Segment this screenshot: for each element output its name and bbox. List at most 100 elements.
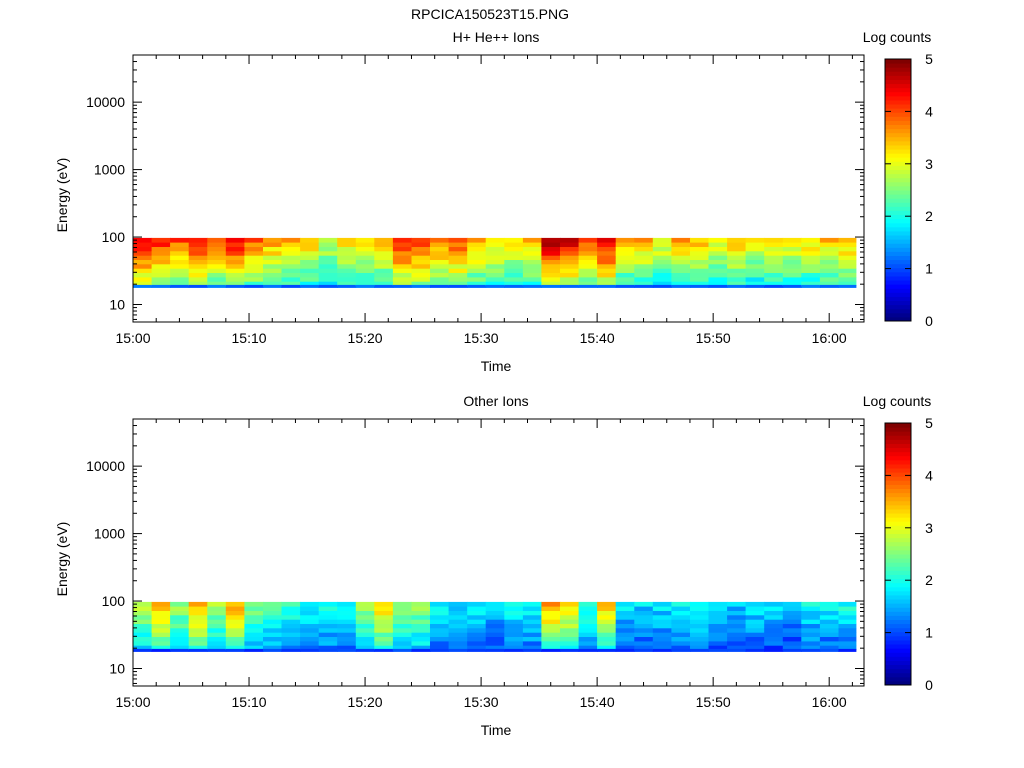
colorbar-segment [885,660,911,666]
colorbar-segment [885,149,911,154]
spectrogram-cell [170,284,190,288]
spectrogram-cell [690,237,710,243]
spectrogram-cell [690,284,710,288]
spectrogram-cell [578,615,598,620]
spectrogram-cell [392,632,412,637]
spectrogram-cell [578,272,598,278]
spectrogram-cell [225,628,245,633]
spectrogram-cell [225,242,245,247]
spectrogram-cell [374,628,394,633]
spectrogram-cell [541,648,561,652]
spectrogram-cell [392,246,412,252]
spectrogram-cell [225,623,245,629]
spectrogram-cell [355,623,375,629]
spectrogram-cell [690,272,710,278]
spectrogram-cell [745,606,765,611]
colorbar-segment [885,603,911,608]
spectrogram-cell [690,281,710,286]
spectrogram-cell [597,648,617,652]
spectrogram-cell [801,641,821,646]
spectrogram-cell [690,615,710,620]
colorbar-tick-label: 3 [925,520,933,536]
spectrogram-cell [615,610,635,616]
spectrogram-cell [244,636,264,642]
spectrogram-cell [133,272,153,278]
spectrogram-cell [522,277,542,282]
spectrogram-cell [504,259,524,265]
spectrogram-cell [337,632,357,637]
spectrogram-cell [225,268,245,273]
spectrogram-cell [430,628,450,633]
spectrogram-cell [207,259,227,265]
spectrogram-cell [374,284,394,288]
spectrogram-cell [411,281,431,286]
spectrogram-cell [207,268,227,273]
spectrogram-cell [300,284,320,288]
colorbar-segment [885,521,911,526]
spectrogram-cell [430,237,450,243]
spectrogram-cell [838,636,857,642]
spectrogram-cell [430,636,450,642]
panel-2-ylabel: Energy (eV) [54,522,70,597]
spectrogram-cell [133,264,153,269]
spectrogram-cell [244,610,264,616]
spectrogram-cell [652,648,672,652]
spectrogram-cell [467,632,487,637]
spectrogram-cell [578,632,598,637]
spectrogram-cell [764,628,784,633]
spectrogram-cell [578,601,598,607]
spectrogram-cell [430,281,450,286]
colorbar-segment [885,136,911,142]
colorbar-tick-label: 0 [925,677,933,693]
spectrogram-cell [727,641,747,646]
colorbar-segment [885,476,911,481]
spectrogram-cell [764,632,784,637]
spectrogram-cell [764,284,784,288]
spectrogram-cell [819,606,839,611]
spectrogram-cell [374,601,394,607]
spectrogram-cell [318,606,338,611]
spectrogram-cell [727,281,747,286]
spectrogram-cell [448,610,468,616]
spectrogram-cell [541,636,561,642]
spectrogram-cell [318,641,338,646]
spectrogram-cell [225,246,245,252]
spectrogram-cell [838,251,857,256]
spectrogram-cell [188,246,208,252]
spectrogram-cell [764,615,784,620]
spectrogram-cell [374,251,394,256]
spectrogram-cell [652,277,672,282]
panel-2-xlabel: Time [481,722,512,738]
spectrogram-cell [392,284,412,288]
spectrogram-cell [374,281,394,286]
spectrogram-cell [560,641,580,646]
spectrogram-cell [560,601,580,607]
spectrogram-cell [337,281,357,286]
colorbar-segment [885,574,911,580]
spectrogram-cell [578,264,598,269]
spectrogram-cell [690,648,710,652]
colorbar-segment [885,644,911,649]
colorbar-segment [885,656,911,661]
spectrogram-cell [263,255,283,260]
spectrogram-cell [485,246,505,252]
spectrogram-cell [300,268,320,273]
colorbar-segment [885,586,911,592]
page-title: RPCICA150523T15.PNG [411,6,569,22]
spectrogram-cell [782,645,802,650]
x-tick-label: 15:10 [232,330,267,346]
colorbar-segment [885,607,911,612]
colorbar-segment [885,459,911,465]
spectrogram-cell [634,268,654,273]
spectrogram-cell [337,606,357,611]
colorbar-segment [885,255,911,261]
spectrogram-cell [207,615,227,620]
spectrogram-cell [801,610,821,616]
spectrogram-cell [652,636,672,642]
spectrogram-cell [578,268,598,273]
spectrogram-cell [225,264,245,269]
spectrogram-cell [597,615,617,620]
spectrogram-cell [615,632,635,637]
x-tick-label: 15:00 [115,330,150,346]
spectrogram-cell [318,237,338,243]
